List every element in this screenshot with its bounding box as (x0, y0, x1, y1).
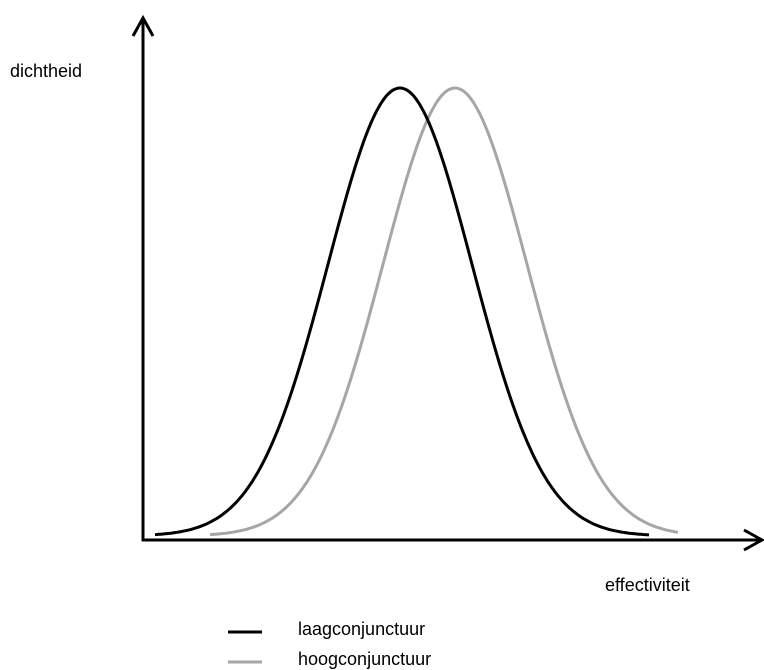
legend-label: laagconjunctuur (298, 619, 425, 639)
legend-label: hoogconjunctuur (298, 649, 431, 669)
y-axis-arrow (131, 14, 155, 37)
x-axis-label: effectiviteit (605, 575, 690, 595)
curve (209, 86, 679, 537)
x-axis-arrow (743, 528, 764, 552)
y-axis-label: dichtheid (10, 61, 82, 81)
curve (154, 86, 650, 537)
